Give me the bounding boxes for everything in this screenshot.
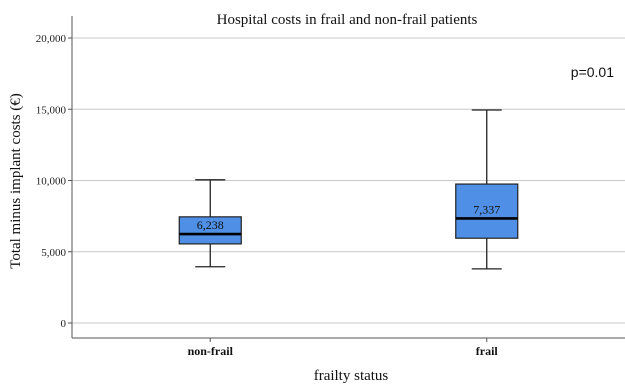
box-non-frail bbox=[178, 216, 242, 245]
x-category-label: frail bbox=[476, 344, 499, 358]
y-tick-label: 10,000 bbox=[36, 176, 67, 188]
y-tick-label: 0 bbox=[61, 318, 67, 330]
x-category-label: non-frail bbox=[188, 344, 234, 358]
y-axis-title: Total minus implant costs (€) bbox=[8, 93, 24, 269]
y-tick-label: 15,000 bbox=[36, 104, 67, 116]
plot-area: 0 5,000 10,000 15,000 20,000 6,238 non-frail 7,… bbox=[36, 16, 625, 358]
y-tick-label: 5,000 bbox=[41, 247, 66, 259]
box-frail bbox=[455, 183, 519, 239]
y-tick-label: 20,000 bbox=[36, 33, 67, 45]
chart-title: Hospital costs in frail and non-frail pa… bbox=[217, 12, 478, 28]
p-value-annotation: p=0.01 bbox=[571, 64, 614, 80]
x-axis-title: frailty status bbox=[314, 368, 389, 384]
median-value-label: 6,238 bbox=[197, 218, 224, 232]
median-value-label: 7,337 bbox=[473, 202, 500, 216]
